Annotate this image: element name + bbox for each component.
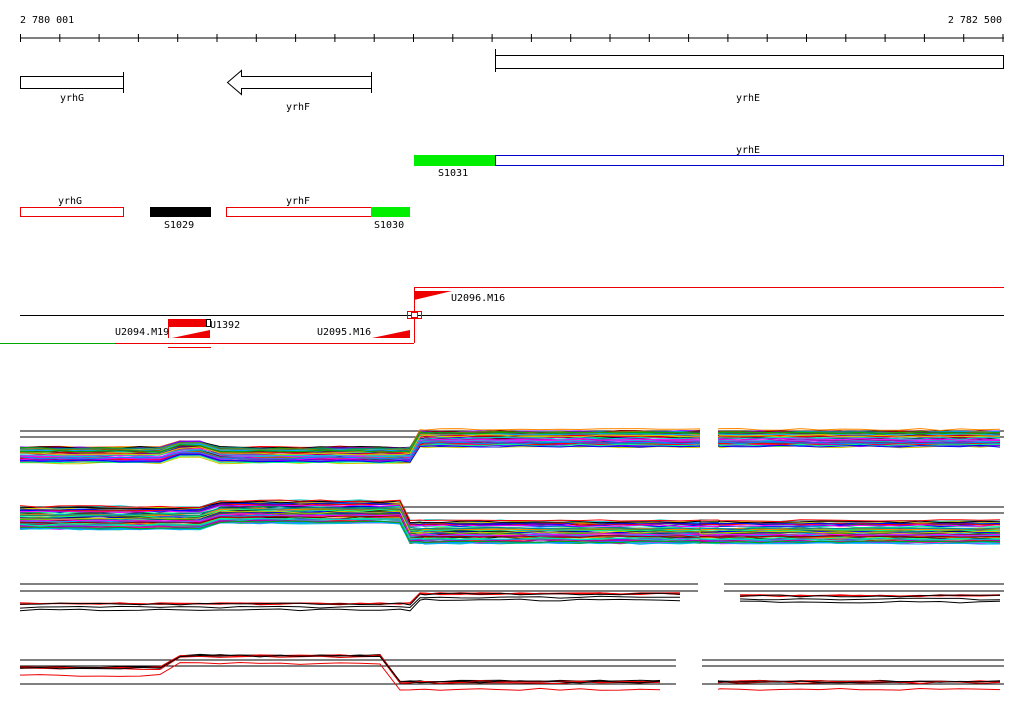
segment-yrhF[interactable] bbox=[226, 207, 372, 217]
expression-profile bbox=[717, 427, 1001, 432]
profile-panel-3 bbox=[19, 583, 1004, 612]
gene-yrhE[interactable]: yrhE bbox=[495, 49, 1004, 104]
segment-track-3: yrhG S1029 yrhF S1030 bbox=[20, 196, 410, 231]
expression-profile bbox=[739, 594, 1000, 598]
expression-profile bbox=[739, 597, 1001, 601]
segment-label: yrhE bbox=[736, 145, 760, 156]
segment-label: S1030 bbox=[374, 220, 404, 231]
expression-profile bbox=[717, 433, 1001, 436]
expression-profile bbox=[19, 499, 1001, 523]
profile-panel-2 bbox=[19, 499, 1004, 545]
expression-profile bbox=[19, 434, 701, 455]
expression-profile bbox=[739, 600, 1001, 604]
expression-profile bbox=[19, 595, 681, 609]
expression-profile bbox=[717, 444, 1001, 448]
ruler-ticks bbox=[20, 34, 1004, 42]
expression-profile bbox=[717, 436, 1001, 440]
expression-profile bbox=[19, 518, 1001, 541]
ruler-start-label: 2 780 001 bbox=[20, 15, 74, 26]
expression-profile bbox=[19, 507, 1001, 530]
expression-profile bbox=[19, 443, 701, 464]
feature-U1392[interactable]: U1392 bbox=[168, 319, 240, 348]
expression-profile bbox=[717, 443, 1001, 447]
profile-panel-1 bbox=[19, 427, 1004, 465]
expression-profile bbox=[19, 592, 681, 606]
segment-S1029[interactable] bbox=[150, 207, 211, 217]
expression-profile bbox=[717, 431, 1001, 435]
gene-yrhF[interactable]: yrhF bbox=[226, 69, 372, 114]
expression-profile bbox=[717, 434, 1001, 438]
feature-track: U2096.M16 U2094.M19 U1392 U2095.M16 bbox=[0, 287, 1004, 348]
expression-profile bbox=[19, 598, 681, 612]
gene-label: yrhG bbox=[60, 93, 84, 104]
expression-profile bbox=[19, 511, 1001, 534]
segment-label: yrhG bbox=[58, 196, 82, 207]
expression-profile bbox=[19, 500, 1001, 524]
gene-yrhG[interactable]: yrhG bbox=[20, 72, 124, 104]
feature-U2095[interactable]: U2095.M16 bbox=[317, 327, 410, 338]
expression-profile bbox=[19, 515, 1001, 539]
segment-track-2: S1031 yrhE bbox=[414, 145, 1004, 179]
feature-marker[interactable] bbox=[407, 311, 422, 319]
segment-yrhG[interactable] bbox=[20, 207, 124, 217]
expression-profile bbox=[717, 437, 1001, 441]
expression-profile bbox=[19, 654, 661, 684]
expression-profile bbox=[717, 441, 1001, 445]
segment-label: S1029 bbox=[164, 220, 194, 231]
profile-gap bbox=[700, 404, 718, 460]
expression-profile bbox=[19, 661, 661, 691]
feature-label: U2094.M19 bbox=[115, 327, 169, 338]
expression-profile bbox=[19, 502, 1001, 525]
expression-profile bbox=[739, 594, 1001, 598]
expression-profile bbox=[717, 687, 1001, 691]
expression-profile bbox=[19, 521, 1001, 545]
expression-profile bbox=[19, 504, 1001, 528]
feature-U2094[interactable]: U2094.M19 bbox=[115, 319, 210, 338]
gene-label: yrhE bbox=[736, 93, 760, 104]
feature-marker-inner bbox=[411, 312, 418, 318]
expression-profile bbox=[19, 510, 1001, 534]
coordinate-ruler: 2 780 001 2 782 500 bbox=[20, 15, 1004, 42]
segment-S1031[interactable] bbox=[414, 155, 495, 166]
segment-label: yrhF bbox=[286, 196, 310, 207]
segment-yrhE[interactable] bbox=[495, 155, 1004, 166]
expression-profile bbox=[717, 439, 1001, 442]
feature-label: U1392 bbox=[210, 320, 240, 331]
segment-S1030[interactable] bbox=[371, 207, 410, 217]
feature-U2096[interactable]: U2096.M16 bbox=[414, 291, 505, 304]
expression-profile bbox=[19, 445, 701, 463]
expression-profile bbox=[19, 431, 701, 453]
expression-profile bbox=[717, 680, 1001, 684]
feature-label: U2095.M16 bbox=[317, 327, 371, 338]
gene-track: yrhG yrhF yrhE bbox=[20, 49, 1004, 114]
profile-gap bbox=[676, 654, 702, 696]
feature-label: U2096.M16 bbox=[451, 293, 505, 304]
expression-profiles bbox=[19, 404, 1004, 696]
profile-gap bbox=[698, 578, 724, 614]
expression-profile bbox=[717, 440, 1001, 444]
expression-profile bbox=[19, 434, 701, 456]
profile-panel-4 bbox=[19, 653, 1004, 691]
gene-label: yrhF bbox=[286, 102, 310, 113]
expression-profile bbox=[19, 441, 701, 460]
ruler-end-label: 2 782 500 bbox=[948, 15, 1002, 26]
segment-label: S1031 bbox=[438, 168, 468, 179]
expression-profile bbox=[19, 436, 701, 457]
expression-profile bbox=[19, 513, 1001, 537]
expression-profile bbox=[19, 520, 1001, 544]
